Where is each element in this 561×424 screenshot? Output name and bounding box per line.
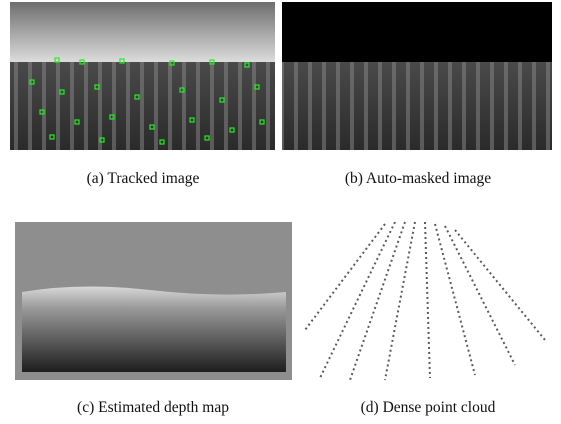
caption: (b) Auto-masked image bbox=[345, 170, 491, 187]
image-cloud-area bbox=[310, 215, 555, 385]
panel-a: (a) Tracked image bbox=[10, 2, 275, 187]
image-mask bbox=[282, 2, 552, 62]
caption: (d) Dense point cloud bbox=[361, 399, 496, 416]
image-rows bbox=[282, 62, 552, 150]
figure: (a) Tracked image (b) Auto-masked image … bbox=[0, 0, 561, 419]
image-depth bbox=[22, 286, 286, 372]
caption: (a) Tracked image bbox=[87, 170, 200, 187]
panel-c: (c) Estimated depth map bbox=[15, 222, 292, 416]
panel-d: (d) Dense point cloud bbox=[305, 215, 555, 416]
caption: (c) Estimated depth map bbox=[77, 399, 229, 416]
panel-b: (b) Auto-masked image bbox=[282, 2, 552, 187]
image-sky bbox=[10, 2, 275, 62]
